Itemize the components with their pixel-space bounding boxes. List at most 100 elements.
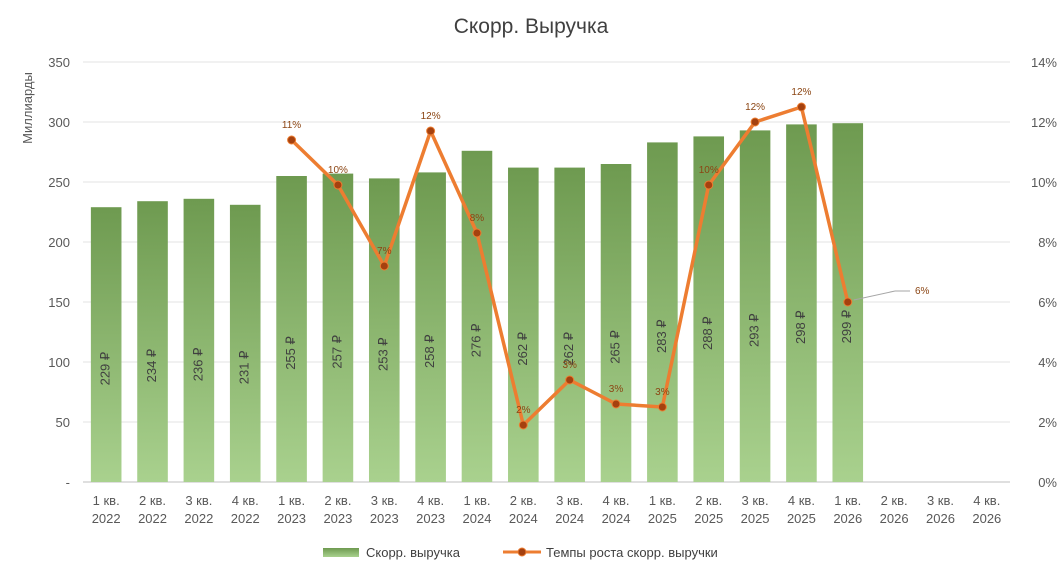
gridlines <box>83 61 1010 483</box>
bar-value-label: 229 ₽ <box>98 352 113 386</box>
x-tick-label: 3 кв. <box>185 493 212 508</box>
x-tick-label: 2024 <box>602 511 631 526</box>
x-tick-label: 2 кв. <box>695 493 722 508</box>
bar <box>415 172 446 482</box>
y2-axis-ticks: 0% 2% 4% 6% 8% 10% 12% 14% <box>1031 55 1057 490</box>
x-tick-label: 3 кв. <box>927 493 954 508</box>
x-tick-label: 4 кв. <box>602 493 629 508</box>
x-tick-label: 1 кв. <box>93 493 120 508</box>
x-tick-label: 2025 <box>648 511 677 526</box>
x-tick-label: 2022 <box>138 511 167 526</box>
line-value-label: 12% <box>791 87 811 98</box>
bar <box>322 173 354 482</box>
bar-labels: 229 ₽ 234 ₽ 236 ₽ 231 ₽ 255 ₽ 257 ₽ 253 ₽ 258 ₽… <box>98 310 855 386</box>
x-tick-label: 2023 <box>416 511 445 526</box>
y2-tick-label: 4% <box>1038 355 1057 370</box>
bar-value-label: 298 ₽ <box>793 310 808 344</box>
line-point <box>565 375 575 385</box>
bar-value-label: 236 ₽ <box>190 348 205 382</box>
bar-series <box>90 123 864 483</box>
bar <box>554 167 585 482</box>
line-value-label: 11% <box>282 120 301 131</box>
line-point <box>796 102 806 112</box>
x-tick-label: 2024 <box>555 511 584 526</box>
x-tick-label: 3 кв. <box>371 493 398 508</box>
y2-tick-label: 2% <box>1038 415 1057 430</box>
x-tick-label: 1 кв. <box>834 493 861 508</box>
legend-swatch-bar <box>323 548 359 557</box>
line-value-label: 3% <box>562 360 577 371</box>
line-point <box>611 399 621 409</box>
line-point <box>518 420 528 430</box>
x-tick-label: 4 кв. <box>788 493 815 508</box>
x-tick-label: 1 кв. <box>278 493 305 508</box>
bar <box>229 204 261 483</box>
callout-leader <box>853 290 896 301</box>
bar-value-label: 255 ₽ <box>283 336 298 370</box>
bar <box>508 167 539 482</box>
line-point <box>704 180 714 190</box>
x-tick-label: 2026 <box>926 511 955 526</box>
line-point <box>843 297 853 307</box>
bar-value-label: 276 ₽ <box>468 324 483 358</box>
x-tick-label: 2 кв. <box>881 493 908 508</box>
x-tick-label: 2 кв. <box>510 493 537 508</box>
x-tick-label: 3 кв. <box>742 493 769 508</box>
line-point <box>750 117 760 127</box>
x-tick-label: 2026 <box>880 511 909 526</box>
x-tick-label: 4 кв. <box>232 493 259 508</box>
line-value-label: 12% <box>745 102 765 113</box>
line-value-label: 8% <box>470 213 485 224</box>
y-tick-label: 200 <box>48 235 70 250</box>
x-tick-label: 2024 <box>463 511 492 526</box>
line-value-label: 3% <box>609 384 624 395</box>
y-tick-label: 50 <box>56 415 70 430</box>
line-series: 11% 10% 7% 12% 8% 2% 3% 3% 3% 10% 12% 12% 6% <box>282 87 930 430</box>
x-tick-label: 2 кв. <box>139 493 166 508</box>
x-tick-label: 2025 <box>694 511 723 526</box>
bar <box>276 176 307 482</box>
x-tick-label: 4 кв. <box>973 493 1000 508</box>
y2-tick-label: 10% <box>1031 175 1057 190</box>
x-tick-label: 2025 <box>741 511 770 526</box>
line-value-label: 12% <box>421 111 441 122</box>
legend-label-bar: Скорр. выручка <box>366 545 461 560</box>
x-tick-label: 4 кв. <box>417 493 444 508</box>
bar <box>90 207 122 482</box>
line-point <box>379 261 389 271</box>
line-point <box>426 126 436 136</box>
y-tick-label: 350 <box>48 55 70 70</box>
bar-value-label: 258 ₽ <box>422 334 437 368</box>
line-value-label: 10% <box>699 165 719 176</box>
x-tick-label: 2022 <box>92 511 121 526</box>
bar-value-label: 293 ₽ <box>747 313 762 347</box>
bar-value-label: 257 ₽ <box>329 335 344 369</box>
line-value-label: 6% <box>915 286 930 297</box>
line-point <box>472 228 482 238</box>
x-tick-label: 2023 <box>370 511 399 526</box>
bar <box>786 124 817 483</box>
legend-marker <box>517 547 527 557</box>
bar <box>461 150 493 483</box>
bar-value-label: 234 ₽ <box>144 349 159 383</box>
y2-tick-label: 0% <box>1038 475 1057 490</box>
y2-tick-label: 14% <box>1031 55 1057 70</box>
y-tick-label: 250 <box>48 175 70 190</box>
line-value-label: 10% <box>328 165 348 176</box>
x-axis-ticks: 1 кв. 2022 2 кв. 2022 3 кв. 2022 4 кв. 2022 1 кв… <box>92 493 1002 526</box>
bar <box>693 136 725 482</box>
bar-value-label: 262 ₽ <box>515 332 530 366</box>
x-tick-label: 2022 <box>231 511 260 526</box>
x-tick-label: 1 кв. <box>649 493 676 508</box>
bar <box>739 130 771 482</box>
bar-value-label: 262 ₽ <box>561 332 576 366</box>
y-tick-label: 300 <box>48 115 70 130</box>
x-tick-label: 2 кв. <box>324 493 351 508</box>
bar-value-label: 299 ₽ <box>839 310 854 344</box>
bar <box>183 198 215 483</box>
y2-tick-label: 6% <box>1038 295 1057 310</box>
line-value-label: 7% <box>377 246 392 257</box>
y2-tick-label: 12% <box>1031 115 1057 130</box>
y-tick-label: 150 <box>48 295 70 310</box>
